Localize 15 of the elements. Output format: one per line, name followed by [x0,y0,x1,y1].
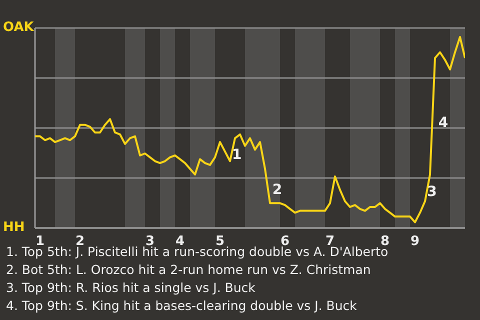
annotation: 4 [438,114,448,132]
annotation: 3 [427,183,437,201]
x-tick-label: 4 [175,234,185,250]
text: HH [3,219,25,237]
text: 4. Top 9th: S. King hit a bases-clearing double vs J. Buck [6,297,358,315]
text: 2. Bot 5th: L. Orozco hit a 2-run home run vs Z. Christman [6,261,372,279]
annotation: 2 [272,181,282,199]
x-tick-label: 5 [215,234,225,250]
x-tick-label: 9 [410,234,420,250]
annotation: 1 [232,146,242,164]
text: 3. Top 9th: R. Rios hit a single vs J. Buck [6,279,256,297]
x-tick-label: 8 [380,234,390,250]
x-tick-label: 2 [75,234,85,250]
x-tick-label: 1 [35,234,45,250]
text: OAK [3,19,34,37]
